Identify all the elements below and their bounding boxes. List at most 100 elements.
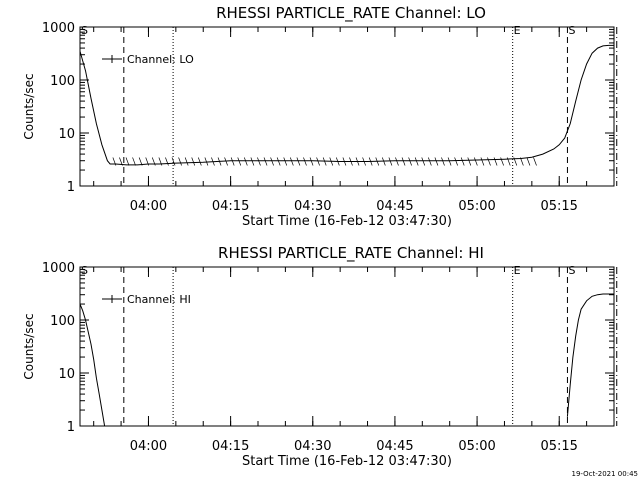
series-noise <box>375 157 380 166</box>
series-noise <box>204 157 209 166</box>
series-noise <box>211 157 215 166</box>
series-noise <box>460 157 465 166</box>
x-tick-label: 05:00 <box>458 439 495 454</box>
series-noise <box>296 157 301 166</box>
y-tick-label: 10 <box>58 367 75 382</box>
series-noise <box>506 157 511 166</box>
series-noise <box>171 157 176 166</box>
x-tick-label: 04:00 <box>130 199 167 214</box>
series-noise <box>500 157 504 166</box>
series-noise <box>526 157 531 166</box>
series-noise <box>145 157 150 166</box>
series-noise <box>151 157 156 166</box>
series-noise <box>329 157 334 166</box>
series-noise <box>447 157 452 166</box>
y-tick-label: 10 <box>58 127 75 142</box>
x-tick-label: 04:30 <box>294 199 331 214</box>
series-noise <box>355 157 360 166</box>
event-marker-label: S <box>568 264 575 277</box>
series-noise <box>237 157 242 166</box>
series-line <box>80 44 614 166</box>
x-tick-label: 04:15 <box>212 439 249 454</box>
x-tick-label: 04:00 <box>130 439 167 454</box>
y-axis-label: Counts/sec <box>22 313 36 379</box>
y-tick-label: 100 <box>50 74 75 89</box>
series-noise <box>270 157 274 166</box>
event-marker-label: S <box>568 24 575 37</box>
series-noise <box>414 157 419 166</box>
series-noise <box>309 157 314 166</box>
y-tick-label: 1 <box>67 420 75 435</box>
x-tick-label: 04:30 <box>294 439 331 454</box>
series-noise <box>250 157 255 166</box>
series-noise <box>217 157 222 166</box>
series-noise <box>197 157 202 166</box>
series-noise <box>178 157 182 166</box>
series-noise <box>487 157 491 166</box>
series-noise <box>342 157 347 166</box>
series-noise <box>165 157 169 166</box>
y-axis-label: Counts/sec <box>22 73 36 139</box>
x-tick-label: 05:00 <box>458 199 495 214</box>
plot-frame <box>79 266 615 427</box>
series-noise <box>349 157 353 166</box>
series-noise <box>322 157 327 166</box>
series-noise <box>132 157 136 166</box>
series-noise <box>138 157 143 166</box>
series-line <box>566 293 614 417</box>
series-noise <box>533 157 537 166</box>
series-noise <box>224 157 228 166</box>
series-noise <box>381 157 386 166</box>
series-noise <box>158 157 163 166</box>
series-noise <box>388 157 393 166</box>
series-noise <box>125 157 130 166</box>
series-noise <box>184 157 189 166</box>
x-axis-label: Start Time (16-Feb-12 03:47:30) <box>242 214 452 229</box>
chart-title: RHESSI PARTICLE_RATE Channel: HI <box>218 244 484 263</box>
series-noise <box>335 157 340 166</box>
series-noise <box>112 157 117 166</box>
series-noise <box>276 157 281 166</box>
series-noise <box>434 157 439 166</box>
series-noise <box>454 157 458 166</box>
series-noise <box>316 157 320 166</box>
chart-1: RHESSI PARTICLE_RATE Channel: LO Counts/s… <box>22 4 618 229</box>
x-axis-label: Start Time (16-Feb-12 03:47:30) <box>242 454 452 469</box>
series-noise <box>467 157 472 166</box>
legend-label: Channel: LO <box>127 53 194 66</box>
series-noise <box>441 157 445 166</box>
series-noise <box>283 157 288 166</box>
x-tick-label: 05:15 <box>540 439 577 454</box>
series-noise <box>474 157 478 166</box>
chart-2: RHESSI PARTICLE_RATE Channel: HI Counts/s… <box>22 244 618 469</box>
series-noise <box>408 157 412 166</box>
series-noise <box>257 157 261 166</box>
series-noise <box>368 157 373 166</box>
y-tick-label: 1 <box>67 180 75 195</box>
event-marker-label: S <box>81 24 88 37</box>
x-tick-label: 04:45 <box>376 199 413 214</box>
event-marker-label: E <box>514 24 521 37</box>
series-noise <box>119 157 123 166</box>
x-tick-label: 05:15 <box>540 199 577 214</box>
event-marker-label: S <box>81 264 88 277</box>
series-noise <box>513 157 518 166</box>
series-noise <box>243 157 248 166</box>
series-noise <box>303 157 307 166</box>
plot-frame <box>79 26 615 187</box>
series-noise <box>520 157 524 166</box>
series-line <box>80 303 106 426</box>
y-tick-label: 1000 <box>42 21 75 36</box>
series-noise <box>362 157 366 166</box>
series-noise <box>428 157 432 166</box>
x-tick-label: 04:45 <box>376 439 413 454</box>
series-noise <box>289 157 294 166</box>
series-noise <box>493 157 498 166</box>
series-noise <box>191 157 196 166</box>
y-tick-label: 1000 <box>42 261 75 276</box>
series-noise <box>480 157 485 166</box>
series-noise <box>263 157 268 166</box>
x-tick-label: 04:15 <box>212 199 249 214</box>
series-noise <box>395 157 399 166</box>
